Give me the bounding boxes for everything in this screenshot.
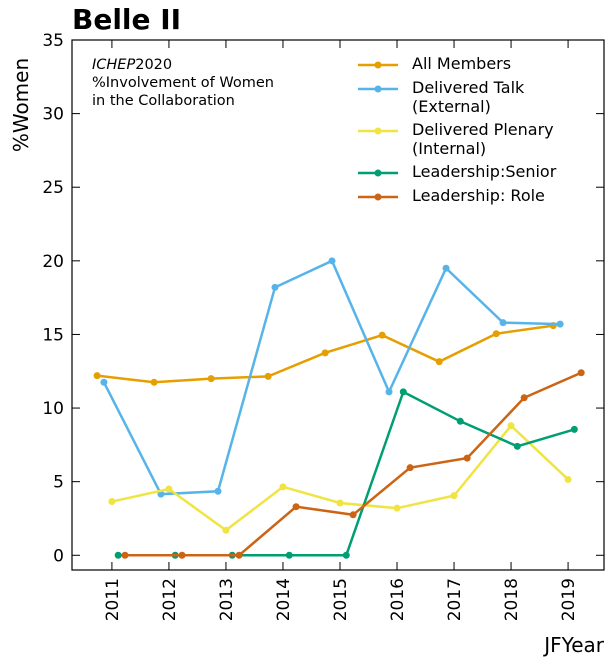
data-point [456,417,464,425]
legend-swatch-dot [374,169,382,177]
legend-label: Delivered Plenary (Internal) [412,120,554,158]
data-point [406,464,414,472]
x-tick-label: 2016 [388,578,408,621]
legend-swatch-icon [358,85,398,93]
data-point [556,320,564,328]
data-point [349,511,357,519]
series-line [125,371,582,557]
data-point [328,257,336,265]
data-point [178,551,186,559]
data-point [492,330,500,338]
annotation-line: %Involvement of Women [92,75,274,91]
legend-label: All Members [412,54,512,73]
data-point [150,378,158,386]
legend-swatch-icon [358,127,398,135]
x-tick-label: 2017 [445,578,465,621]
data-point [279,483,287,491]
legend-label: Delivered Talk (External) [412,78,525,116]
data-point [235,551,243,559]
legend: All Members Delivered Talk (External) Deli… [358,54,558,210]
legend-label: Leadership: Role [412,186,545,205]
legend-swatch [358,54,398,74]
data-point [393,504,401,512]
data-point [100,378,108,386]
annotation-year: 2020 [135,57,173,73]
y-tick-label: 35 [42,31,64,51]
data-point [564,475,572,483]
data-point [378,331,386,339]
series-line [111,423,569,532]
plot-frame [71,39,605,571]
data-point [207,375,215,383]
data-point [577,369,585,377]
data-point [222,526,230,534]
x-tick-label: 2012 [160,578,180,621]
y-tick-label: 30 [42,105,64,125]
data-point [463,454,471,462]
data-point [165,485,173,493]
legend-swatch-icon [358,169,398,177]
data-point [499,319,507,327]
x-tick-label: 2014 [274,578,294,621]
legend-swatch-icon [358,61,398,69]
data-point [570,425,578,433]
y-axis-label: %Women [9,58,33,152]
data-point [93,372,101,380]
y-tick-label: 15 [42,325,64,345]
data-point [450,492,458,500]
annotation: ICHEP2020 %Involvement of Women in the C… [92,56,274,110]
y-tick-label: 25 [42,178,64,198]
data-point [285,551,293,559]
data-point [399,388,407,396]
legend-swatch-dot [374,85,382,93]
data-point [342,551,350,559]
x-tick-label: 2018 [502,578,522,621]
legend-label: Leadership:Senior [412,162,557,181]
series-line [102,259,561,496]
data-point [336,499,344,507]
legend-swatch-dot [374,61,382,69]
legend-swatch-dot [374,127,382,135]
legend-swatch [358,162,398,182]
annotation-line: in the Collaboration [92,93,235,109]
data-point [121,551,129,559]
data-point [271,283,279,291]
legend-swatch [358,120,398,140]
x-tick-label: 2013 [217,578,237,621]
legend-swatch-dot [374,193,382,201]
legend-entry: Leadership:Senior [358,162,558,182]
data-point [114,551,122,559]
data-point [264,372,272,380]
y-tick-label: 0 [53,546,64,566]
data-point [385,388,393,396]
legend-entry: Delivered Talk (External) [358,78,558,116]
x-tick-label: 2011 [103,578,123,621]
legend-swatch [358,186,398,206]
annotation-experiment: ICHEP [92,57,136,73]
y-tick-label: 10 [42,399,64,419]
data-point [435,358,443,366]
x-tick-label: 2015 [331,578,351,621]
data-point [513,442,521,450]
data-point [292,503,300,511]
data-point [507,422,515,430]
legend-entry: Delivered Plenary (Internal) [358,120,558,158]
legend-swatch-icon [358,193,398,201]
x-axis-label: JFYear [542,633,605,657]
data-point [442,264,450,272]
x-tick-label: 2019 [559,578,579,621]
y-tick-label: 20 [42,252,64,272]
data-point [520,394,528,402]
data-point [321,349,329,357]
annotation-line: ICHEP2020 [92,56,274,74]
data-point [108,498,116,506]
legend-swatch [358,78,398,98]
y-tick-label: 5 [53,473,64,493]
chart-title: Belle II [72,3,181,36]
legend-entry: All Members [358,54,558,74]
legend-entry: Leadership: Role [358,186,558,206]
data-point [214,487,222,495]
